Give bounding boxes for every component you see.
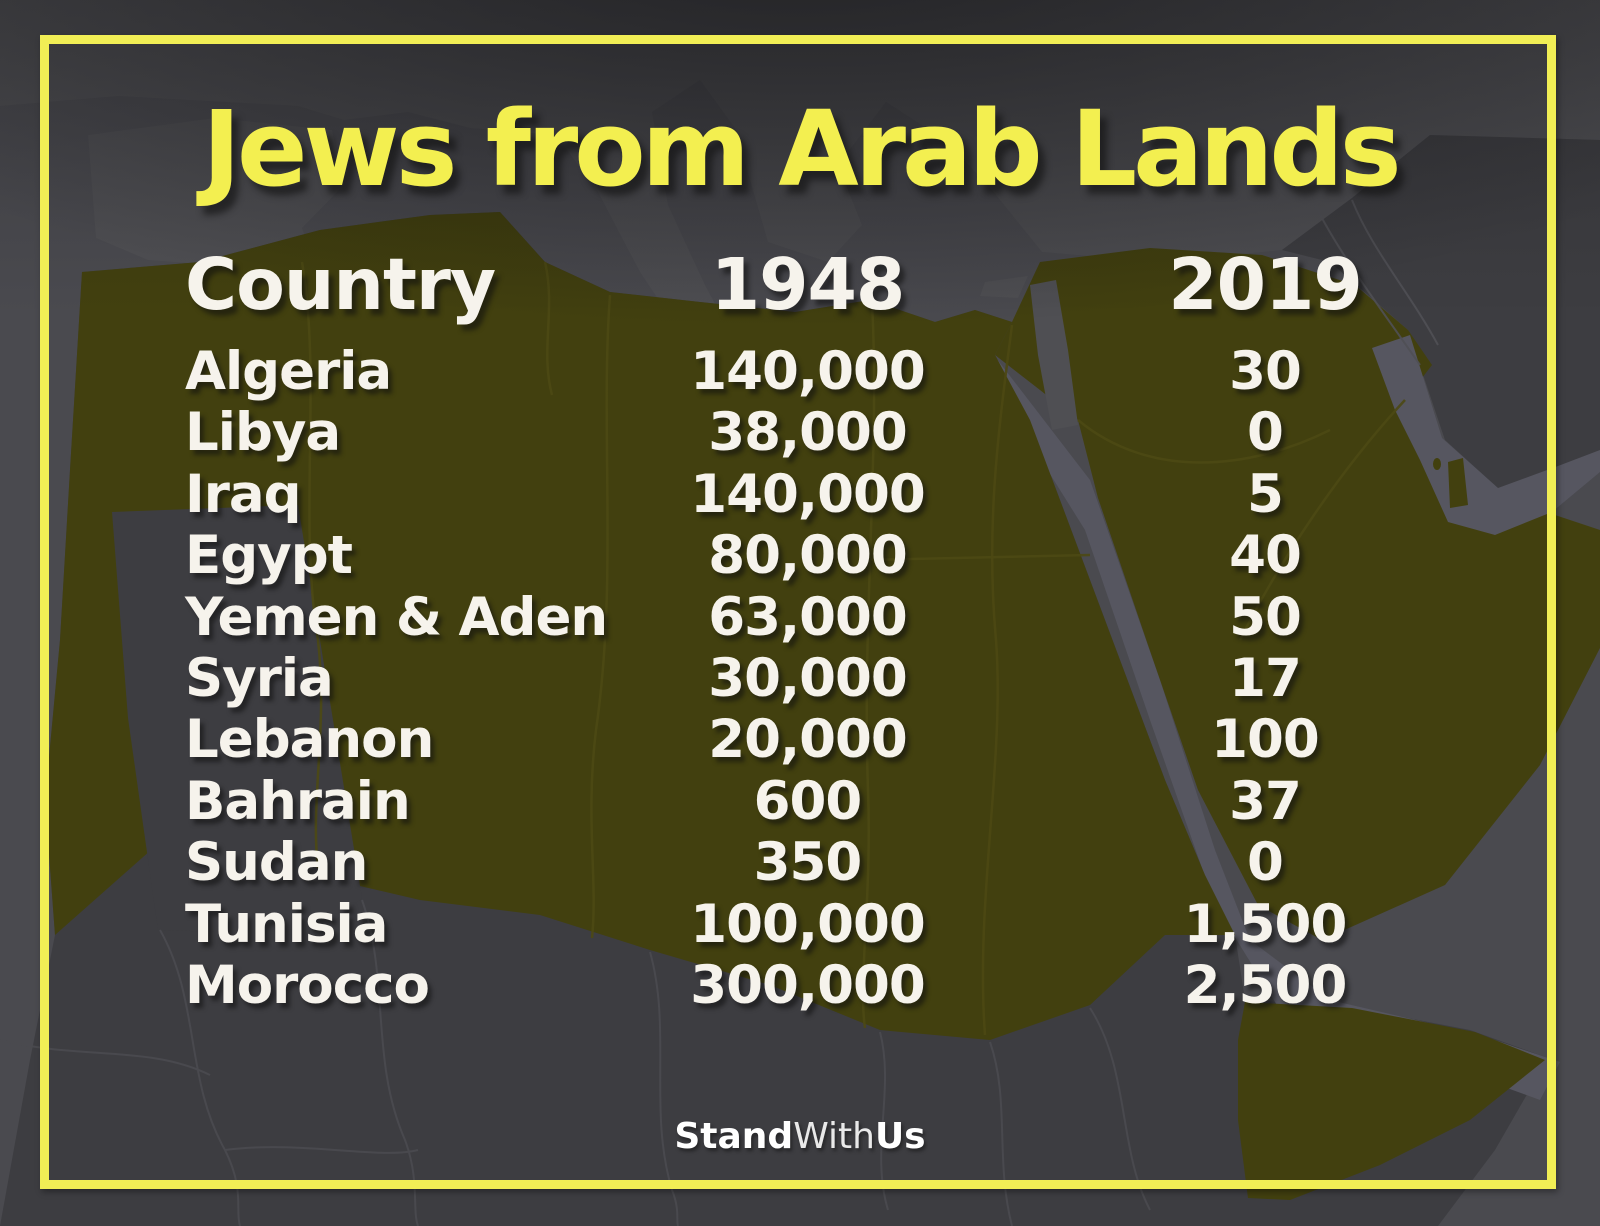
value-1948: 350 bbox=[753, 832, 863, 894]
value-2019: 17 bbox=[1229, 647, 1302, 709]
brand-stand: Stand bbox=[674, 1116, 794, 1157]
header-2019: 2019 bbox=[1168, 243, 1363, 326]
value-1948: 80,000 bbox=[708, 525, 908, 587]
country-name: Egypt bbox=[185, 525, 353, 587]
value-2019: 30 bbox=[1229, 341, 1302, 402]
country-name: Morocco bbox=[185, 954, 430, 1016]
value-2019: 37 bbox=[1229, 770, 1302, 832]
country-name: Sudan bbox=[185, 832, 368, 894]
brand-footer: StandWithUs bbox=[0, 1116, 1600, 1157]
value-2019: 5 bbox=[1247, 463, 1284, 525]
value-2019: 50 bbox=[1229, 586, 1302, 648]
table-rows: Algeria 140,000 30 Libya 38,000 0 Iraq 1… bbox=[185, 341, 1545, 1016]
value-2019: 0 bbox=[1247, 402, 1284, 464]
value-1948: 30,000 bbox=[708, 647, 908, 709]
country-name: Iraq bbox=[185, 463, 302, 525]
value-1948: 100,000 bbox=[690, 893, 925, 955]
country-name: Syria bbox=[185, 647, 334, 709]
header-country: Country bbox=[185, 243, 496, 326]
brand-us: Us bbox=[874, 1116, 926, 1157]
page-title: Jews from Arab Lands bbox=[202, 88, 1401, 210]
value-2019: 1,500 bbox=[1183, 893, 1348, 955]
table-header: Country 1948 2019 bbox=[185, 243, 1545, 326]
brand-with: With bbox=[793, 1116, 875, 1157]
value-2019: 100 bbox=[1211, 709, 1320, 771]
value-1948: 300,000 bbox=[690, 954, 925, 1016]
value-2019: 2,500 bbox=[1183, 954, 1348, 1016]
header-1948: 1948 bbox=[710, 243, 906, 326]
value-1948: 140,000 bbox=[690, 341, 925, 402]
country-name: Libya bbox=[185, 402, 341, 464]
country-name: Bahrain bbox=[185, 770, 411, 832]
value-1948: 63,000 bbox=[708, 586, 908, 648]
value-1948: 38,000 bbox=[708, 402, 908, 464]
value-1948: 600 bbox=[753, 770, 863, 832]
country-name: Algeria bbox=[185, 341, 392, 402]
value-1948: 20,000 bbox=[708, 709, 908, 771]
country-name: Tunisia bbox=[185, 893, 388, 955]
value-2019: 40 bbox=[1229, 525, 1302, 587]
country-name: Lebanon bbox=[185, 709, 434, 771]
country-name: Yemen & Aden bbox=[185, 586, 608, 648]
value-2019: 0 bbox=[1247, 832, 1284, 894]
value-1948: 140,000 bbox=[690, 463, 925, 525]
